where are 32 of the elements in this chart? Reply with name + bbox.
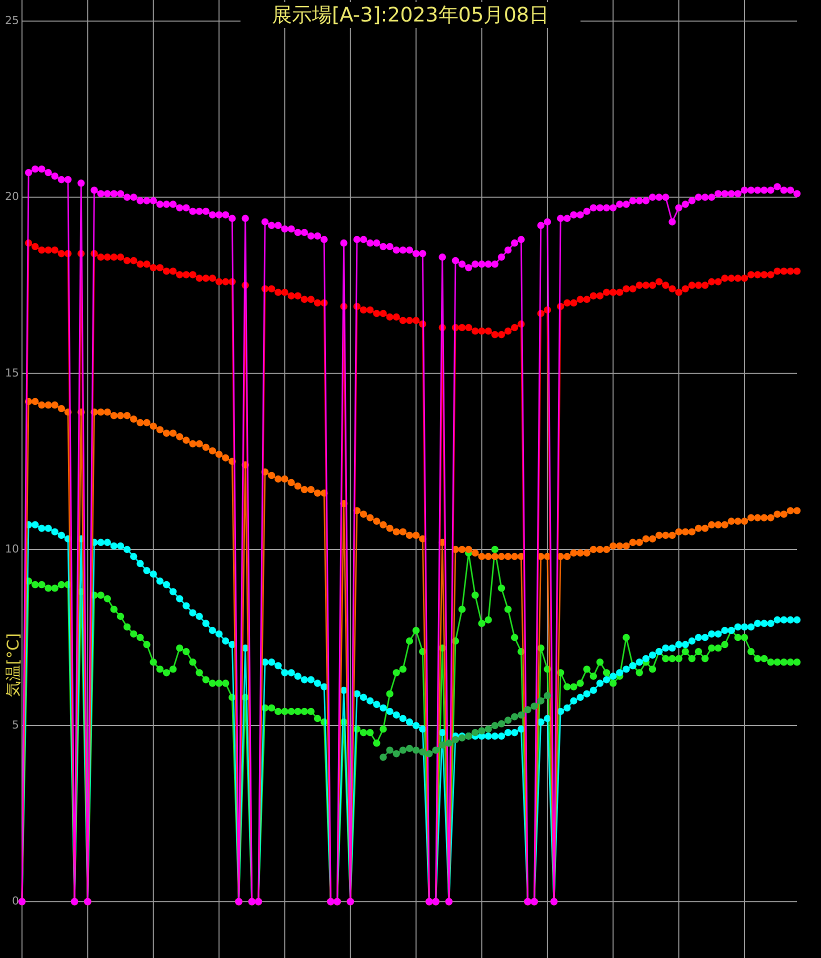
y-tick-label: 0 (12, 894, 19, 908)
point (445, 740, 453, 747)
point (380, 754, 387, 761)
point (537, 697, 544, 704)
point (510, 713, 518, 720)
point (544, 692, 552, 700)
point (426, 750, 433, 758)
point (524, 706, 532, 714)
point (530, 702, 538, 710)
chart-title: 展示場[A-3]:2023年05月08日 (272, 2, 550, 26)
point (472, 728, 479, 736)
point (478, 727, 486, 734)
y-tick-label: 20 (5, 190, 19, 204)
point (419, 748, 426, 756)
point (406, 744, 414, 752)
y-axis-title: 気温[°C] (3, 633, 22, 697)
y-tick-label: 25 (5, 14, 19, 28)
point (386, 746, 394, 754)
point (399, 746, 407, 754)
point (518, 711, 525, 719)
point (491, 722, 498, 730)
point (432, 746, 440, 754)
point (412, 746, 420, 754)
y-tick-label: 5 (12, 718, 19, 732)
point (504, 716, 512, 724)
point (484, 725, 492, 733)
y-tick-label: 15 (5, 366, 19, 380)
y-tick-label: 10 (5, 542, 19, 556)
point (498, 720, 506, 728)
point (392, 750, 400, 758)
point (452, 736, 460, 744)
point (438, 741, 446, 749)
